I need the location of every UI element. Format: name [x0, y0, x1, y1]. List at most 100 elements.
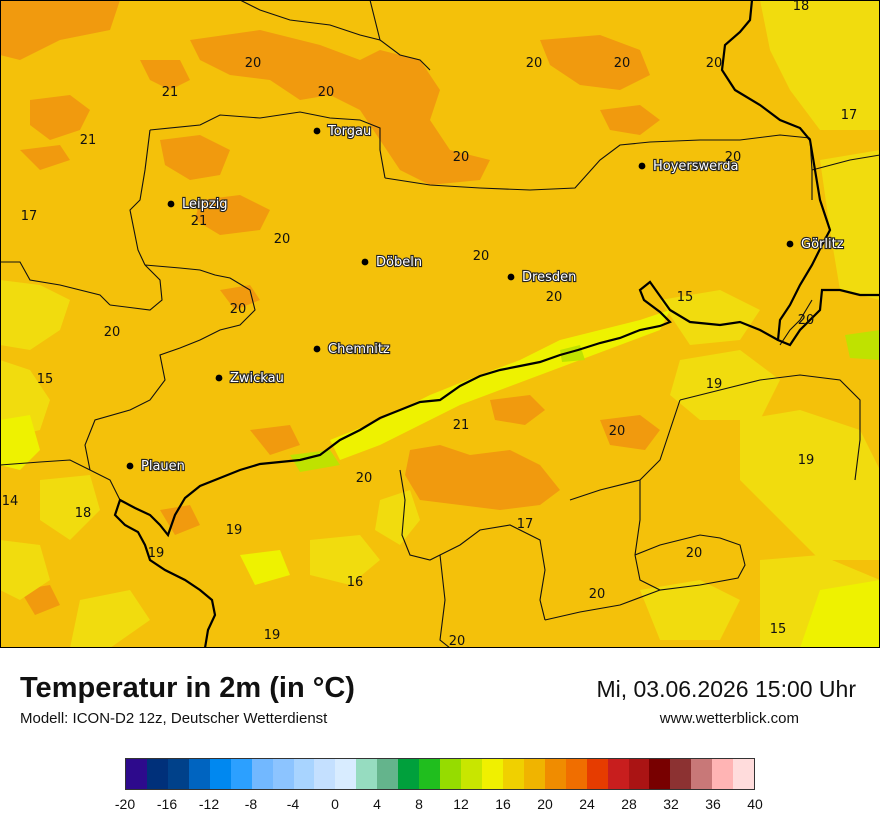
city-label-doebeln[interactable]: Döbeln — [375, 254, 423, 271]
legend-swatch — [628, 759, 650, 789]
temp-value: 19 — [226, 523, 243, 538]
temp-value: 20 — [449, 634, 466, 648]
legend-tick-label: -16 — [156, 796, 178, 812]
legend-swatch — [607, 759, 629, 789]
legend-tick-label: 28 — [621, 796, 637, 812]
model-subtitle: Modell: ICON-D2 12z, Deutscher Wetterdie… — [20, 710, 328, 727]
legend-swatch — [126, 759, 147, 789]
temp-value: 20 — [609, 424, 626, 439]
temp-value: 20 — [725, 150, 742, 165]
temp-value: 20 — [546, 290, 563, 305]
national-border — [113, 0, 880, 648]
temp-value: 20 — [589, 587, 606, 602]
legend-tick-label: 0 — [331, 796, 339, 812]
legend-swatch — [251, 759, 273, 789]
temp-value: 15 — [37, 372, 54, 387]
legend-swatch — [670, 759, 692, 789]
temp-value: 21 — [162, 85, 179, 100]
legend-tick-label: -8 — [244, 796, 258, 812]
temp-value: 20 — [614, 56, 631, 71]
city-dot-zwickau — [215, 374, 223, 382]
legend-swatch — [544, 759, 566, 789]
temp-value: 21 — [453, 418, 470, 433]
forecast-datetime: Mi, 03.06.2026 15:00 Uhr — [596, 676, 856, 702]
city-label-hoyerswerda[interactable]: Hoyerswerda — [652, 158, 740, 175]
legend-tick-label: 12 — [453, 796, 469, 812]
temp-value: 15 — [770, 622, 787, 637]
color-legend-bar — [125, 758, 755, 790]
city-label-chemnitz[interactable]: Chemnitz — [327, 341, 391, 358]
city-label-leipzig[interactable]: Leipzig — [181, 196, 229, 213]
city-label-goerlitz[interactable]: Görlitz — [800, 236, 845, 253]
temp-value: 20 — [245, 56, 262, 71]
temp-value: 21 — [191, 214, 208, 229]
temp-value: 20 — [706, 56, 723, 71]
temp-value: 20 — [473, 249, 490, 264]
city-dot-goerlitz — [786, 240, 794, 248]
legend-swatch — [398, 759, 420, 789]
temp-value: 14 — [2, 494, 19, 509]
temperature-map[interactable]: Torgau Leipzig Döbeln Dresden Hoyerswerd… — [0, 0, 880, 648]
legend-swatch — [565, 759, 587, 789]
temp-value: 20 — [356, 471, 373, 486]
legend-swatch — [209, 759, 231, 789]
legend-swatch — [461, 759, 482, 789]
legend-tick-label: 16 — [495, 796, 511, 812]
city-label-plauen[interactable]: Plauen — [140, 458, 186, 475]
temp-value: 18 — [793, 0, 810, 14]
temp-value: 20 — [798, 313, 815, 328]
district-borders — [0, 0, 880, 648]
city-dot-chemnitz — [313, 345, 321, 353]
legend-swatch — [230, 759, 252, 789]
legend-swatch — [502, 759, 524, 789]
legend-swatch — [712, 759, 734, 789]
legend-swatch — [419, 759, 441, 789]
legend-tick-label: -4 — [286, 796, 300, 812]
temp-value: 20 — [526, 56, 543, 71]
legend-swatch — [586, 759, 608, 789]
legend-swatch — [691, 759, 713, 789]
temp-value: 17 — [517, 517, 534, 532]
legend-swatch — [649, 759, 671, 789]
temp-value: 21 — [80, 133, 97, 148]
legend-swatch — [523, 759, 545, 789]
city-dot-torgau — [313, 127, 321, 135]
green-spots — [290, 330, 880, 472]
temp-value: 20 — [274, 232, 291, 247]
city-label-torgau[interactable]: Torgau — [326, 123, 372, 140]
temp-value: 16 — [347, 575, 364, 590]
legend-swatch — [167, 759, 189, 789]
temp-value: 19 — [264, 628, 281, 643]
legend-tick-label: -12 — [198, 796, 220, 812]
temp-value: 20 — [230, 302, 247, 317]
warm-patches — [0, 0, 660, 615]
temp-value: 15 — [677, 290, 694, 305]
website-link[interactable]: www.wetterblick.com — [659, 710, 799, 727]
city-dot-dresden — [507, 273, 515, 281]
city-label-zwickau[interactable]: Zwickau — [229, 370, 285, 387]
temp-value: 17 — [21, 209, 38, 224]
map-title: Temperatur in 2m (in °C) — [20, 672, 355, 704]
city-label-dresden[interactable]: Dresden — [521, 269, 578, 286]
city-dot-doebeln — [361, 258, 369, 266]
legend-tick-label: 20 — [537, 796, 553, 812]
legend-tick-label: 8 — [415, 796, 423, 812]
legend-swatch — [188, 759, 210, 789]
city-dot-leipzig — [167, 200, 175, 208]
temp-value: 20 — [104, 325, 121, 340]
temp-value: 20 — [686, 546, 703, 561]
legend-tick-label: 32 — [663, 796, 679, 812]
legend-swatch — [293, 759, 315, 789]
legend-swatch — [377, 759, 399, 789]
legend-swatch — [440, 759, 461, 789]
footer: Temperatur in 2m (in °C) Modell: ICON-D2… — [0, 648, 880, 830]
temp-value: 20 — [453, 150, 470, 165]
legend-tick-label: 24 — [579, 796, 595, 812]
legend-tick-label: 40 — [747, 796, 763, 812]
legend-tick-label: 4 — [373, 796, 381, 812]
legend-swatch — [733, 759, 755, 789]
temp-value: 19 — [798, 453, 815, 468]
temp-value: 19 — [148, 546, 165, 561]
map-canvas: Torgau Leipzig Döbeln Dresden Hoyerswerd… — [0, 0, 880, 648]
legend-swatch — [314, 759, 336, 789]
